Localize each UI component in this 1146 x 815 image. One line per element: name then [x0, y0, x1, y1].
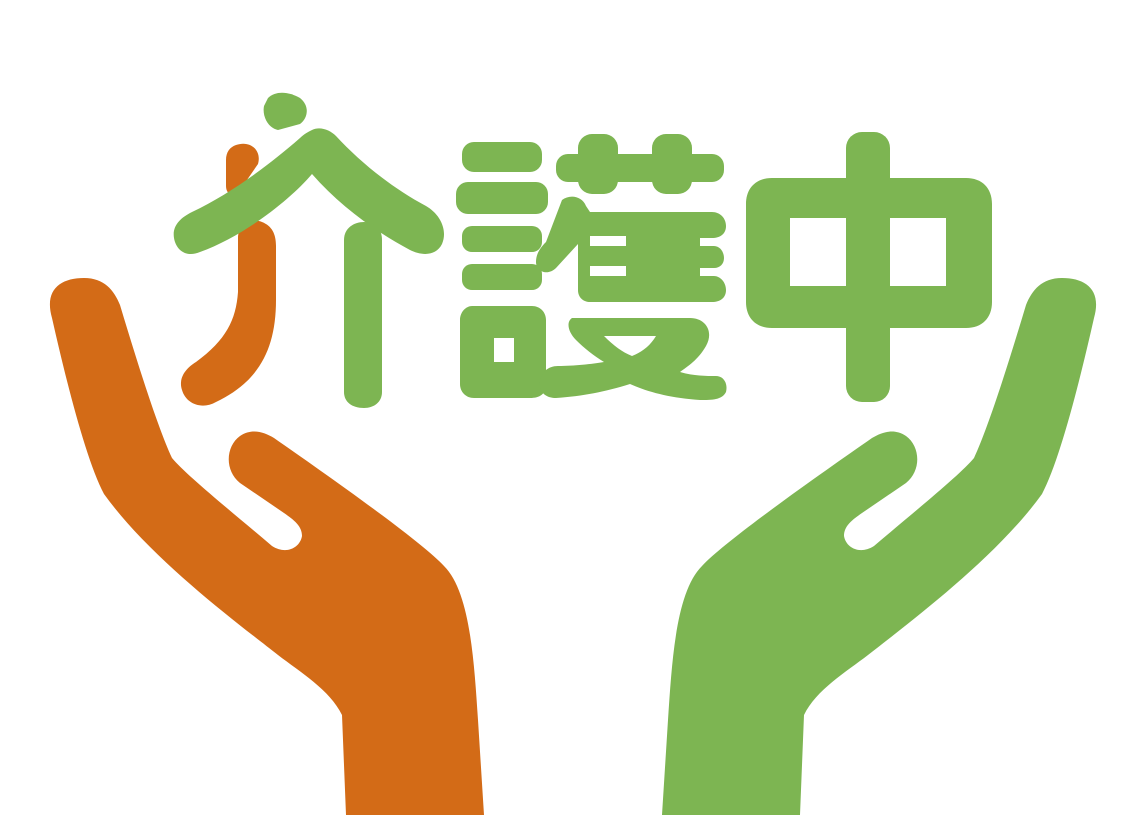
kai-right-leg [344, 222, 382, 408]
kai-roof-slope [173, 128, 445, 255]
left-hand-icon [49, 278, 484, 815]
go-gon-box [460, 306, 546, 398]
left-hand-palm [49, 278, 484, 815]
kanji-go [456, 134, 727, 400]
go-grass-r [652, 134, 692, 194]
go-mata [539, 318, 727, 400]
naka-stem [846, 132, 890, 402]
kai-left-leg [180, 220, 276, 406]
kai-left-stroke [226, 143, 259, 195]
kai-roof [263, 92, 307, 130]
naka-frame [746, 178, 992, 328]
kanji-kai [173, 92, 445, 408]
go-gon-top [462, 142, 542, 172]
go-grass-l [578, 134, 618, 194]
go-gon-line3 [462, 264, 542, 290]
go-gon-line2 [462, 226, 542, 252]
right-hand-palm [662, 278, 1097, 815]
right-hand-icon [662, 278, 1097, 815]
go-gon-line1 [456, 182, 548, 214]
go-bird [536, 196, 726, 302]
kanji-naka [746, 132, 992, 402]
